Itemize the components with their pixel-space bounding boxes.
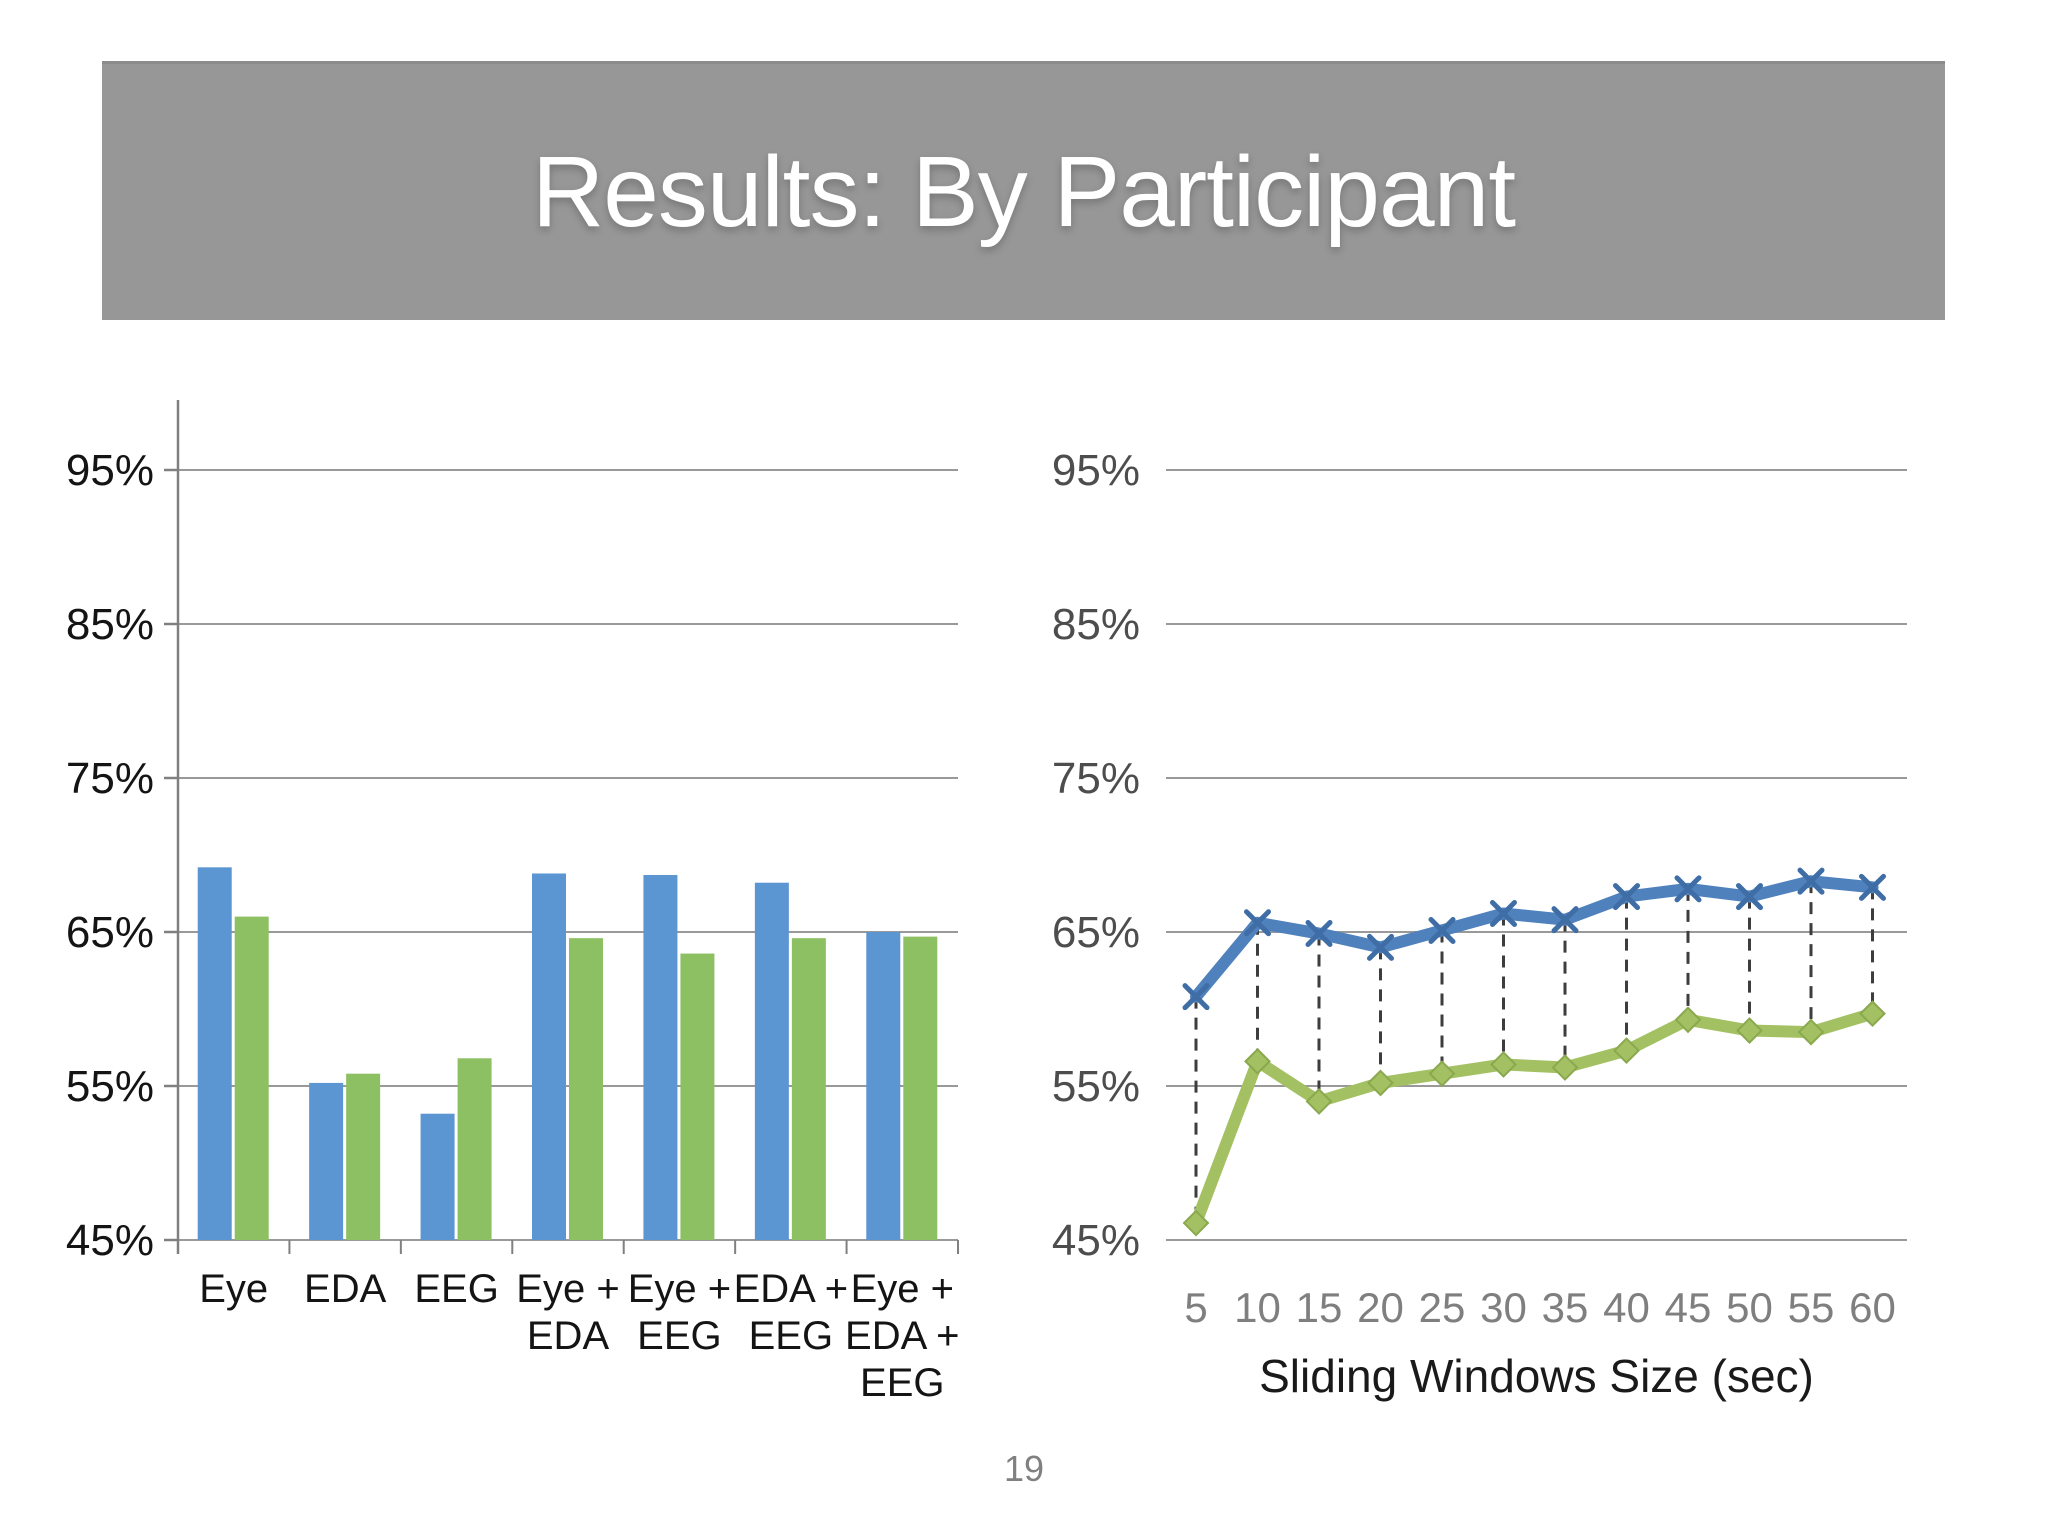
category-label: EDA + xyxy=(734,1267,849,1311)
green-marker xyxy=(1859,1000,1886,1028)
category-label: Eye + xyxy=(516,1267,619,1311)
green-marker xyxy=(1736,1017,1763,1044)
bar-blue-0 xyxy=(197,867,232,1240)
blue-marker xyxy=(1859,873,1886,901)
x-axis-title: Sliding Windows Size (sec) xyxy=(1259,1350,1814,1402)
y-tick-label: 45% xyxy=(66,1216,154,1265)
bar-blue-1 xyxy=(309,1082,344,1240)
x-tick-label: 40 xyxy=(1603,1284,1650,1331)
bar-green-0 xyxy=(234,916,269,1240)
bar-green-4 xyxy=(680,953,715,1240)
green-marker xyxy=(1428,1060,1456,1088)
page-number: 19 xyxy=(1003,1448,1045,1489)
green-marker xyxy=(1244,1047,1271,1075)
blue-marker xyxy=(1490,900,1517,928)
blue-marker xyxy=(1367,933,1394,961)
category-label: EDA xyxy=(304,1267,387,1311)
title-banner: Results: By Participant xyxy=(102,61,1945,320)
x-tick-label: 60 xyxy=(1849,1284,1896,1331)
bar-green-2 xyxy=(457,1058,492,1240)
green-marker xyxy=(1613,1037,1640,1064)
category-label: Eye xyxy=(199,1267,268,1311)
blue-marker xyxy=(1182,983,1210,1011)
slide-title: Results: By Participant xyxy=(532,135,1516,248)
y-tick-label: 75% xyxy=(1052,754,1140,803)
y-tick-label: 75% xyxy=(66,754,154,803)
x-tick-label: 25 xyxy=(1419,1284,1466,1331)
y-tick-label: 95% xyxy=(66,446,154,495)
y-tick-label: 65% xyxy=(66,908,154,957)
category-label: EEG xyxy=(414,1267,498,1311)
y-tick-label: 55% xyxy=(66,1062,154,1111)
bar-blue-6 xyxy=(866,932,901,1240)
category-label: EDA + xyxy=(845,1314,960,1358)
category-label: EDA xyxy=(527,1314,610,1358)
blue-marker xyxy=(1736,883,1763,911)
line-chart: 95% 85% 75% 65% 55% 45% 5 10 15 20 25 30 35 40 45 50 55 6… xyxy=(1052,446,1907,1402)
bar-blue-3 xyxy=(532,873,566,1240)
bar-green-6 xyxy=(903,936,938,1240)
green-marker xyxy=(1551,1054,1579,1081)
x-tick-label: 35 xyxy=(1542,1284,1589,1331)
category-label: Eye + xyxy=(628,1267,731,1311)
x-tick-label: 50 xyxy=(1726,1284,1773,1331)
x-tick-label: 15 xyxy=(1296,1284,1343,1331)
green-marker xyxy=(1367,1069,1394,1097)
green-marker xyxy=(1305,1087,1333,1115)
green-marker xyxy=(1797,1018,1825,1046)
x-tick-label: 20 xyxy=(1357,1284,1404,1331)
x-tick-label: 30 xyxy=(1480,1284,1527,1331)
bar-green-1 xyxy=(346,1073,381,1240)
bar-blue-5 xyxy=(754,882,789,1240)
category-label: Eye + xyxy=(851,1267,954,1311)
blue-marker xyxy=(1551,906,1579,934)
y-tick-label: 45% xyxy=(1052,1216,1140,1265)
bar-green-5 xyxy=(791,938,826,1240)
blue-marker xyxy=(1797,867,1825,895)
bar-green-3 xyxy=(569,938,603,1240)
green-line xyxy=(1190,1007,1879,1230)
green-marker xyxy=(1674,1006,1702,1034)
y-tick-label: 85% xyxy=(1052,600,1140,649)
blue-marker xyxy=(1305,920,1333,948)
x-tick-label: 5 xyxy=(1184,1284,1207,1331)
blue-marker xyxy=(1428,916,1456,944)
y-tick-label: 65% xyxy=(1052,908,1140,957)
category-label: EEG xyxy=(637,1314,721,1358)
x-tick-label: 45 xyxy=(1665,1284,1712,1331)
blue-marker xyxy=(1613,883,1640,911)
y-tick-label: 95% xyxy=(1052,446,1140,495)
green-marker xyxy=(1182,1209,1210,1237)
blue-marker xyxy=(1244,909,1271,937)
category-label: EEG xyxy=(749,1314,833,1358)
green-marker xyxy=(1490,1051,1517,1078)
blue-line xyxy=(1190,875,1879,1003)
y-tick-label: 85% xyxy=(66,600,154,649)
x-tick-label: 55 xyxy=(1788,1284,1835,1331)
bar-blue-4 xyxy=(643,875,678,1240)
y-tick-label: 55% xyxy=(1052,1062,1140,1111)
bar-blue-2 xyxy=(420,1113,455,1240)
category-label: EEG xyxy=(860,1361,944,1405)
x-tick-label: 10 xyxy=(1234,1284,1281,1331)
blue-marker xyxy=(1674,875,1702,903)
